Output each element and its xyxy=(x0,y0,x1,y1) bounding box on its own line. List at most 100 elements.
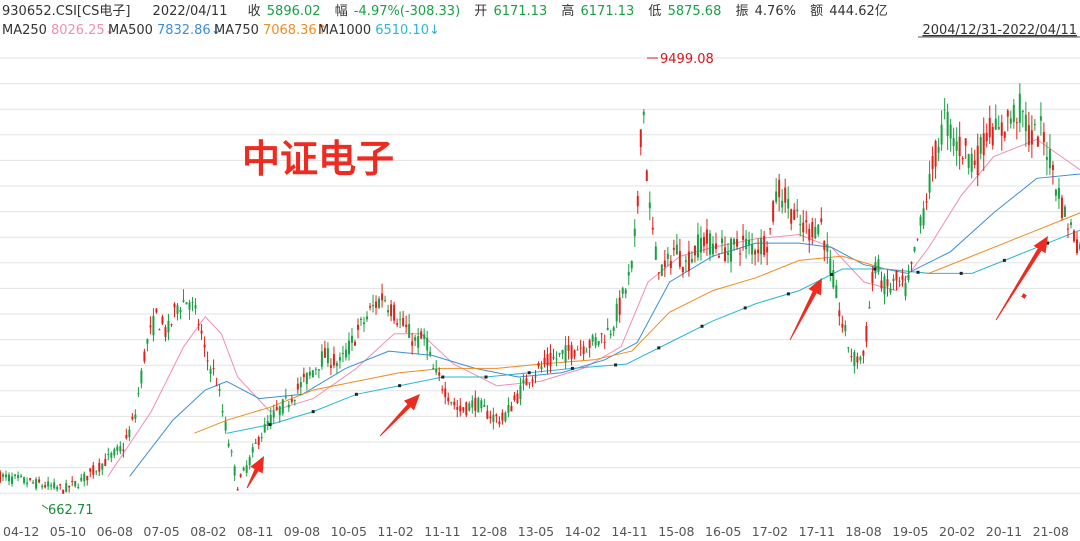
ma1000-marker xyxy=(657,346,661,350)
candle-body xyxy=(934,141,937,167)
candle-body xyxy=(820,218,823,223)
candle-body xyxy=(531,379,534,382)
candle-body xyxy=(200,330,203,334)
date-range[interactable]: 2004/12/31-2022/04/11 xyxy=(922,23,1077,38)
candle-body xyxy=(402,317,405,326)
candle-body xyxy=(630,260,633,269)
candle-body xyxy=(600,333,603,335)
candle-body xyxy=(684,260,687,262)
candle-body xyxy=(372,304,375,307)
candle-body xyxy=(26,482,29,485)
candle-body xyxy=(645,170,648,181)
candle-body xyxy=(949,124,952,139)
ma1000-marker xyxy=(786,292,790,296)
candle-body xyxy=(754,250,757,255)
candle-body xyxy=(1024,114,1027,132)
candle-body xyxy=(257,437,260,446)
candle-body xyxy=(131,416,134,420)
candle-body xyxy=(952,138,955,146)
close-label: 收 xyxy=(248,4,261,19)
candle-body xyxy=(528,383,531,385)
ma1000-marker xyxy=(700,324,704,328)
candle-body xyxy=(281,399,284,414)
candle-body xyxy=(444,388,447,398)
candle-body xyxy=(104,458,107,466)
candle-body xyxy=(766,247,769,253)
candle-body xyxy=(705,229,708,244)
candle-body xyxy=(453,401,456,406)
candle-body xyxy=(23,477,26,484)
candle-body xyxy=(859,356,862,361)
candle-body xyxy=(275,406,278,410)
candle-body xyxy=(95,471,98,473)
candle-body xyxy=(919,216,922,226)
candle-body xyxy=(546,354,549,366)
red-dot xyxy=(1021,293,1027,299)
candle-body xyxy=(486,410,489,419)
candle-body xyxy=(844,325,847,332)
candle-body xyxy=(657,272,660,274)
candle-body xyxy=(736,239,739,247)
candle-body xyxy=(648,202,651,209)
candle-body xyxy=(89,468,92,472)
candle-body xyxy=(850,356,853,358)
candle-body xyxy=(215,384,218,386)
candle-body xyxy=(341,352,344,354)
candle-body xyxy=(32,482,35,484)
candle-body xyxy=(615,303,618,322)
x-tick-label: 08-02 xyxy=(190,524,226,539)
candle-body xyxy=(892,278,895,282)
candle-body xyxy=(245,465,248,473)
candle-body xyxy=(399,319,402,321)
candle-body xyxy=(561,349,564,354)
candle-body xyxy=(769,228,772,230)
candle-body xyxy=(161,316,164,324)
candle-body xyxy=(606,327,609,330)
candle-body xyxy=(895,270,898,281)
candle-body xyxy=(790,209,793,224)
candle-body xyxy=(441,389,444,391)
candle-body xyxy=(997,126,1000,130)
candle-body xyxy=(775,191,778,202)
candle-body xyxy=(985,132,988,142)
candle-body xyxy=(98,462,101,472)
candle-body xyxy=(68,485,71,488)
candle-body xyxy=(447,397,450,402)
candle-body xyxy=(384,300,387,302)
candle-body xyxy=(1042,132,1045,143)
candle-body xyxy=(639,129,642,147)
candle-body xyxy=(191,301,194,303)
candle-body xyxy=(943,109,946,111)
candle-body xyxy=(396,323,399,325)
candle-body xyxy=(417,336,420,348)
candle-body xyxy=(904,282,907,297)
open-value: 6171.13 xyxy=(493,4,547,19)
candle-body xyxy=(642,111,645,116)
candle-body xyxy=(164,327,167,337)
x-tick-label: 13-05 xyxy=(518,524,554,539)
candle-body xyxy=(666,253,669,259)
candle-body xyxy=(74,480,77,487)
candle-body xyxy=(973,160,976,165)
candle-body xyxy=(880,280,883,289)
candle-body xyxy=(393,304,396,321)
candle-body xyxy=(1075,239,1078,254)
candle-body xyxy=(621,288,624,294)
candle-body xyxy=(847,347,850,349)
candle-body xyxy=(1057,187,1060,199)
candle-body xyxy=(1033,124,1036,126)
candle-body xyxy=(287,404,290,408)
candle-body xyxy=(263,424,266,433)
candle-body xyxy=(212,367,215,369)
candle-body xyxy=(414,337,417,341)
low-label: 低 xyxy=(648,4,661,19)
candle-body xyxy=(92,465,95,475)
candle-body xyxy=(714,243,717,249)
candle-body xyxy=(1009,118,1012,124)
candle-body xyxy=(65,483,68,492)
candle-body xyxy=(302,373,305,378)
candle-body xyxy=(763,236,766,255)
ma-line-ma500 xyxy=(129,173,1080,477)
candle-body xyxy=(119,446,122,452)
